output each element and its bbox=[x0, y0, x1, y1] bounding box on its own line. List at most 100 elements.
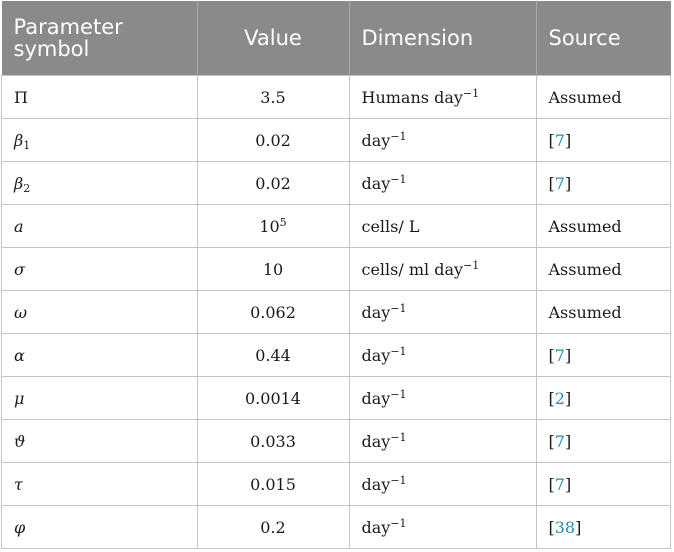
header-symbol-line2: symbol bbox=[13, 37, 90, 61]
symbol-text: a bbox=[14, 216, 24, 236]
dimension-text: day bbox=[361, 431, 391, 451]
cell-source: [7] bbox=[536, 419, 671, 463]
cell-value: 0.2 bbox=[197, 505, 350, 549]
cell-dimension: cells/ L bbox=[349, 204, 537, 248]
dimension-text: day bbox=[361, 173, 391, 193]
cell-symbol: α bbox=[1, 333, 198, 377]
cell-symbol: a bbox=[1, 204, 198, 248]
ref-bracket-open: [ bbox=[548, 130, 555, 150]
table-row: ϑ 0.033 day−1 [7] bbox=[1, 419, 671, 463]
cell-value: 0.033 bbox=[197, 419, 350, 463]
ref-bracket-close: ] bbox=[564, 431, 572, 451]
cell-dimension: day−1 bbox=[349, 118, 537, 162]
cell-symbol: ω bbox=[1, 290, 198, 334]
symbol-text: μ bbox=[14, 388, 25, 408]
reference-link[interactable]: 7 bbox=[554, 345, 565, 365]
reference-link[interactable]: 7 bbox=[554, 130, 565, 150]
table-row: α 0.44 day−1 [7] bbox=[1, 333, 671, 377]
source-text: Assumed bbox=[548, 216, 622, 236]
symbol-text: σ bbox=[14, 259, 25, 279]
table-row: β2 0.02 day−1 [7] bbox=[1, 161, 671, 205]
cell-dimension: day−1 bbox=[349, 376, 537, 420]
cell-symbol: β2 bbox=[1, 161, 198, 205]
table-body: Π 3.5 Humans day−1 Assumed β1 0.02 day−1 [7] β2 0… bbox=[1, 75, 671, 549]
symbol-text: τ bbox=[14, 474, 23, 494]
value-text: 10 bbox=[262, 259, 284, 279]
cell-symbol: Π bbox=[1, 75, 198, 119]
symbol-subscript: 1 bbox=[23, 138, 31, 152]
cell-value: 0.0014 bbox=[197, 376, 350, 420]
dimension-exponent: −1 bbox=[390, 344, 407, 358]
dimension-text: day bbox=[361, 345, 391, 365]
value-text: 3.5 bbox=[260, 87, 286, 107]
cell-source: Assumed bbox=[536, 204, 671, 248]
dimension-text: day bbox=[361, 302, 391, 322]
dimension-text: day bbox=[361, 474, 391, 494]
cell-symbol: ϑ bbox=[1, 419, 198, 463]
cell-source: [2] bbox=[536, 376, 671, 420]
reference-link[interactable]: 7 bbox=[554, 173, 565, 193]
header-parameter-symbol: Parameter symbol bbox=[1, 1, 198, 76]
value-text: 0.02 bbox=[255, 173, 291, 193]
dimension-text: cells/ L bbox=[361, 216, 420, 236]
dimension-exponent: −1 bbox=[390, 473, 407, 487]
cell-value: 0.062 bbox=[197, 290, 350, 334]
ref-bracket-open: [ bbox=[548, 431, 555, 451]
cell-source: Assumed bbox=[536, 290, 671, 334]
dimension-exponent: −1 bbox=[462, 86, 480, 100]
cell-source: [7] bbox=[536, 118, 671, 162]
table-row: φ 0.2 day−1 [38] bbox=[1, 505, 671, 549]
symbol-text: β bbox=[14, 130, 24, 150]
dimension-exponent: −1 bbox=[463, 258, 480, 272]
cell-source: [7] bbox=[536, 333, 671, 377]
cell-value: 105 bbox=[197, 204, 350, 248]
ref-bracket-open: [ bbox=[548, 345, 555, 365]
header-source: Source bbox=[536, 1, 671, 76]
cell-symbol: σ bbox=[1, 247, 198, 291]
reference-link[interactable]: 38 bbox=[554, 517, 576, 537]
reference-link[interactable]: 7 bbox=[554, 474, 565, 494]
dimension-exponent: −1 bbox=[390, 301, 407, 315]
reference-link[interactable]: 7 bbox=[554, 431, 565, 451]
cell-dimension: Humans day−1 bbox=[349, 75, 537, 119]
symbol-text: φ bbox=[14, 517, 26, 537]
ref-bracket-close: ] bbox=[564, 345, 572, 365]
symbol-text: β bbox=[14, 173, 24, 193]
ref-bracket-close: ] bbox=[564, 388, 572, 408]
source-text: Assumed bbox=[548, 87, 622, 107]
dimension-text: day bbox=[361, 130, 391, 150]
reference-link[interactable]: 2 bbox=[554, 388, 565, 408]
cell-value: 0.015 bbox=[197, 462, 350, 506]
cell-value: 3.5 bbox=[197, 75, 350, 119]
ref-bracket-open: [ bbox=[548, 517, 555, 537]
ref-bracket-close: ] bbox=[575, 517, 582, 537]
dimension-exponent: −1 bbox=[390, 129, 407, 143]
ref-bracket-open: [ bbox=[548, 474, 555, 494]
source-text: Assumed bbox=[548, 302, 622, 322]
table-row: a 105 cells/ L Assumed bbox=[1, 204, 671, 248]
cell-source: Assumed bbox=[536, 247, 671, 291]
cell-dimension: day−1 bbox=[349, 333, 537, 377]
ref-bracket-close: ] bbox=[564, 173, 572, 193]
table-row: β1 0.02 day−1 [7] bbox=[1, 118, 671, 162]
table-row: Π 3.5 Humans day−1 Assumed bbox=[1, 75, 671, 119]
cell-value: 0.44 bbox=[197, 333, 350, 377]
dimension-exponent: −1 bbox=[390, 387, 407, 401]
table-header-row: Parameter symbol Value Dimension Source bbox=[1, 1, 671, 76]
cell-dimension: day−1 bbox=[349, 161, 537, 205]
value-exponent: 5 bbox=[279, 215, 287, 229]
dimension-text: cells/ ml day bbox=[361, 259, 464, 279]
symbol-text: Π bbox=[14, 87, 28, 107]
symbol-subscript: 2 bbox=[23, 181, 31, 195]
ref-bracket-open: [ bbox=[548, 388, 555, 408]
dimension-text: Humans day bbox=[361, 87, 463, 107]
dimension-exponent: −1 bbox=[390, 430, 407, 444]
cell-dimension: day−1 bbox=[349, 290, 537, 334]
table-row: τ 0.015 day−1 [7] bbox=[1, 462, 671, 506]
header-value: Value bbox=[197, 1, 350, 76]
source-text: Assumed bbox=[548, 259, 622, 279]
dimension-text: day bbox=[361, 517, 391, 537]
cell-dimension: cells/ ml day−1 bbox=[349, 247, 537, 291]
cell-source: [7] bbox=[536, 161, 671, 205]
